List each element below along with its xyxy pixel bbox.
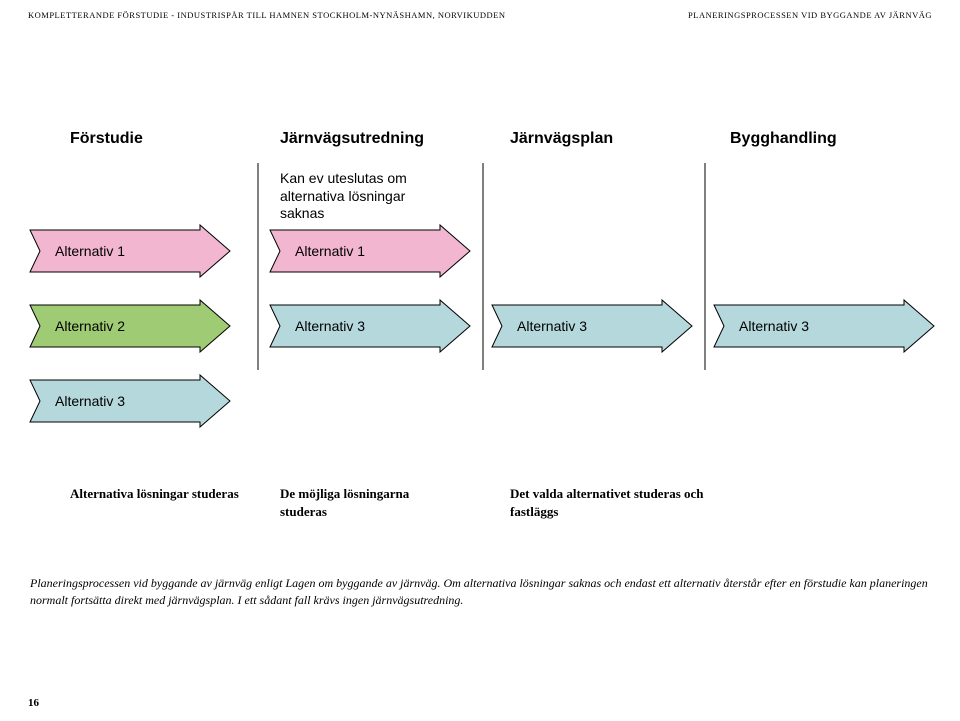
caption: Planeringsprocessen vid byggande av järn… [30, 575, 930, 610]
page-number: 16 [28, 697, 39, 709]
flow-arrow-label: Alternativ 3 [295, 318, 365, 334]
subhead-1: De möjliga lösningarna studeras [280, 485, 480, 520]
flow-arrow-label: Alternativ 2 [55, 318, 125, 334]
flow-arrow-label: Alternativ 3 [55, 393, 125, 409]
subhead-0: Alternativa lösningar studeras [70, 485, 270, 503]
diagram-svg: Alternativ 1 Alternativ 2 Alternativ 3 Alte… [0, 0, 960, 721]
flow-arrow-label: Alternativ 3 [517, 318, 587, 334]
subhead-2: Det valda alternativet studeras och fast… [510, 485, 710, 520]
page: KOMPLETTERANDE FÖRSTUDIE - INDUSTRISPÅR … [0, 0, 960, 721]
flow-arrow-label: Alternativ 1 [55, 243, 125, 259]
flow-arrow-label: Alternativ 1 [295, 243, 365, 259]
flow-arrow-label: Alternativ 3 [739, 318, 809, 334]
